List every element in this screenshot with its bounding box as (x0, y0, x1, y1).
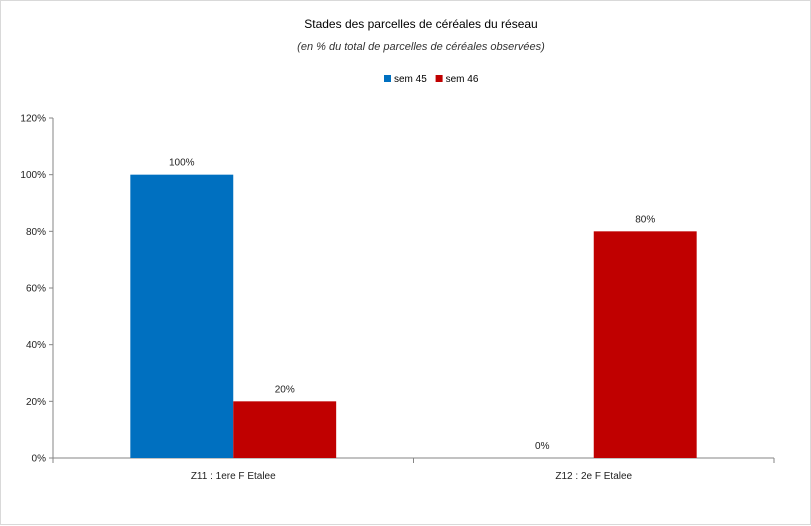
y-tick-label: 0% (32, 454, 47, 465)
data-label: 0% (535, 441, 550, 452)
y-tick-label: 120% (20, 114, 46, 125)
y-tick-label: 20% (26, 397, 46, 408)
x-category-label: Z12 : 2e F Etalee (555, 471, 632, 482)
chart-title: Stades des parcelles de céréales du rése… (304, 17, 537, 31)
bars (130, 174, 697, 458)
bar-sem-46-1 (233, 401, 337, 458)
legend-swatch (384, 75, 391, 82)
y-tick-label: 100% (20, 170, 46, 181)
data-label: 80% (635, 214, 655, 225)
data-label: 100% (169, 158, 195, 169)
legend: sem 45 sem 46 (384, 74, 479, 85)
data-labels: 100% 0% 20% 80% (169, 158, 655, 452)
y-tick-label: 80% (26, 227, 46, 238)
y-tick-label: 60% (26, 284, 46, 295)
bar-sem-45-1 (130, 174, 234, 458)
chart-subtitle: (en % du total de parcelles de céréales … (297, 41, 545, 53)
data-label: 20% (275, 384, 295, 395)
legend-label: sem 45 (394, 74, 427, 85)
bar-sem-46-2 (593, 231, 697, 458)
x-category-label: Z11 : 1ere F Etalee (191, 471, 276, 482)
legend-label: sem 46 (446, 74, 479, 85)
legend-swatch (435, 75, 443, 82)
y-tick-label: 40% (26, 340, 46, 351)
